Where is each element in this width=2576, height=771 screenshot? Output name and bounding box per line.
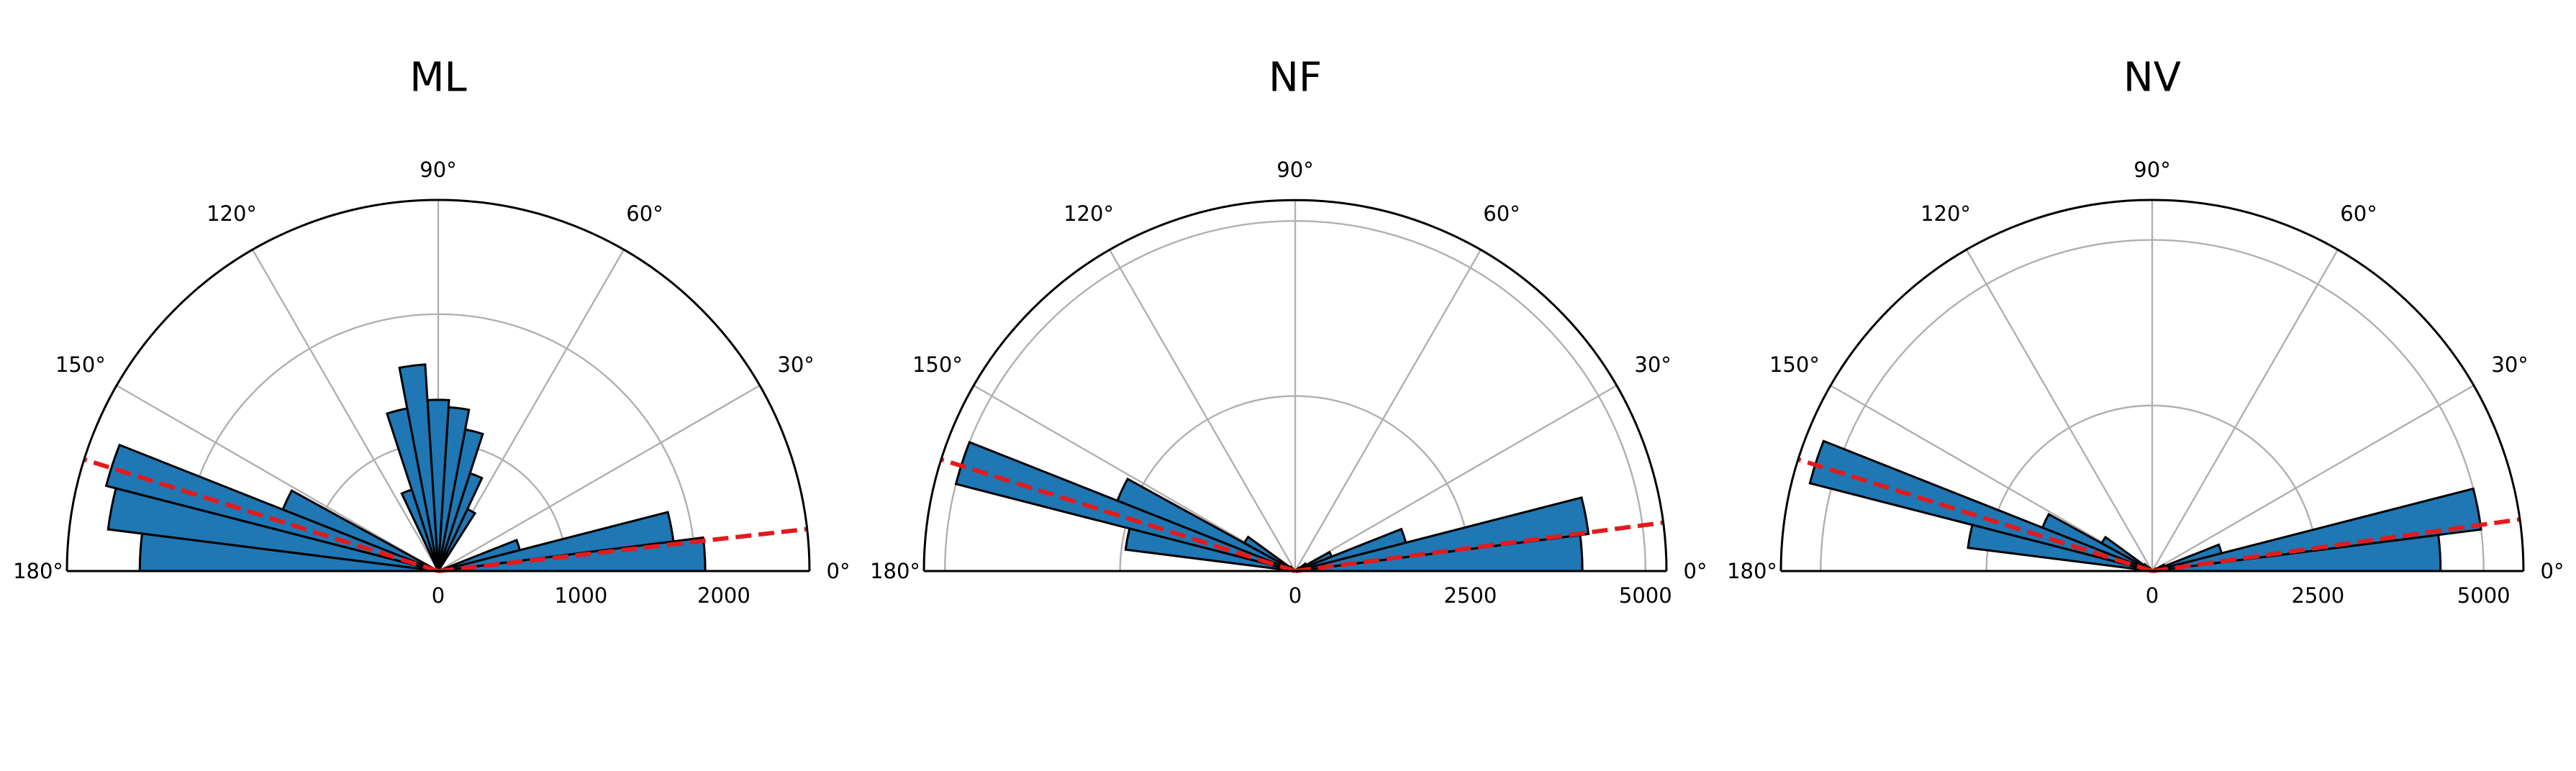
theta-gridline-120: [1108, 249, 1297, 572]
bar-nv-2: [2151, 543, 2223, 572]
polar-panel-ml: ML 0° 30° 60° 90° 120° 150° 180° 0 1000 2000: [13, 55, 850, 608]
theta-gridline-150: [1830, 384, 2153, 572]
r-tick-label-0: 0: [432, 583, 445, 608]
bar-ml-15: [400, 488, 440, 572]
theta-tick-label-90: 90°: [419, 158, 456, 182]
r-gridline-2500: [1985, 404, 2319, 572]
reference-line-ml-1: [83, 457, 439, 573]
polar-frame-arc: [65, 199, 811, 572]
theta-tick-label-90: 90°: [1276, 158, 1313, 182]
theta-gridline-30: [1294, 384, 1618, 572]
polar-frame-arc: [1779, 199, 2525, 572]
theta-tick-label-120: 120°: [1063, 201, 1114, 226]
bar-nv-1: [2151, 487, 2482, 572]
theta-tick-label-0: 0°: [827, 559, 851, 583]
r-tick-label-2000: 2000: [697, 583, 750, 608]
r-tick-label-2500: 2500: [1443, 583, 1497, 608]
theta-tick-label-180: 180°: [870, 559, 920, 583]
theta-tick-label-90: 90°: [2133, 158, 2170, 182]
theta-tick-label-30: 30°: [1634, 352, 1671, 377]
theta-tick-label-30: 30°: [777, 352, 814, 377]
theta-gridline-60: [1294, 249, 1482, 572]
theta-tick-label-60: 60°: [1483, 201, 1520, 226]
polar-panel-nf: NF 0° 30° 60° 90° 120° 150° 180° 0 2500 5000: [870, 55, 1707, 608]
panel-title-nv: NV: [2123, 55, 2181, 101]
theta-tick-label-120: 120°: [1920, 201, 1971, 226]
theta-tick-label-60: 60°: [626, 201, 663, 226]
theta-tick-label-150: 150°: [55, 352, 106, 377]
r-tick-label-0: 0: [1289, 583, 1302, 608]
reference-line-ml-0: [437, 526, 808, 573]
reference-line-nv-1: [1797, 457, 2153, 573]
r-tick-label-0: 0: [2146, 583, 2159, 608]
r-gridline-1800: [180, 313, 697, 572]
theta-gridline-150: [973, 384, 1296, 572]
bar-ml-22: [104, 443, 439, 572]
panel-title-ml: ML: [409, 55, 467, 101]
theta-tick-label-60: 60°: [2340, 201, 2377, 226]
theta-gridline-30: [2151, 384, 2475, 572]
r-tick-label-2500: 2500: [2291, 583, 2344, 608]
bar-nf-22: [954, 440, 1296, 572]
reference-line-nf-1: [940, 457, 1296, 573]
theta-tick-label-180: 180°: [13, 559, 63, 583]
panel-title-nf: NF: [1269, 55, 1322, 101]
theta-gridline-120: [1965, 249, 2154, 572]
theta-gridline-30: [437, 384, 761, 572]
theta-tick-label-0: 0°: [1684, 559, 1707, 583]
polar-frame-arc: [922, 199, 1668, 572]
bar-nv-22: [1808, 439, 2153, 572]
theta-tick-label-150: 150°: [912, 352, 963, 377]
theta-tick-label-120: 120°: [207, 201, 257, 226]
theta-gridline-150: [116, 384, 439, 572]
theta-tick-label-30: 30°: [2491, 352, 2528, 377]
r-tick-label-5000: 5000: [2457, 583, 2511, 608]
r-tick-label-1000: 1000: [555, 583, 608, 608]
polar-panel-nv: NV 0° 30° 60° 90° 120° 150° 180° 0 2500 5000: [1727, 55, 2564, 608]
bar-nv-23: [1967, 524, 2153, 572]
theta-tick-label-150: 150°: [1769, 352, 1820, 377]
r-tick-label-5000: 5000: [1619, 583, 1672, 608]
bar-ml-2: [437, 538, 522, 572]
bar-ml-23: [106, 487, 439, 572]
theta-tick-label-180: 180°: [1727, 559, 1777, 583]
reference-line-nv-0: [2151, 517, 2521, 573]
theta-tick-label-0: 0°: [2541, 559, 2564, 583]
reference-line-nf-0: [1294, 520, 1664, 573]
theta-gridline-120: [251, 249, 440, 572]
bar-nf-23: [1124, 527, 1296, 572]
theta-gridline-60: [2151, 249, 2339, 572]
